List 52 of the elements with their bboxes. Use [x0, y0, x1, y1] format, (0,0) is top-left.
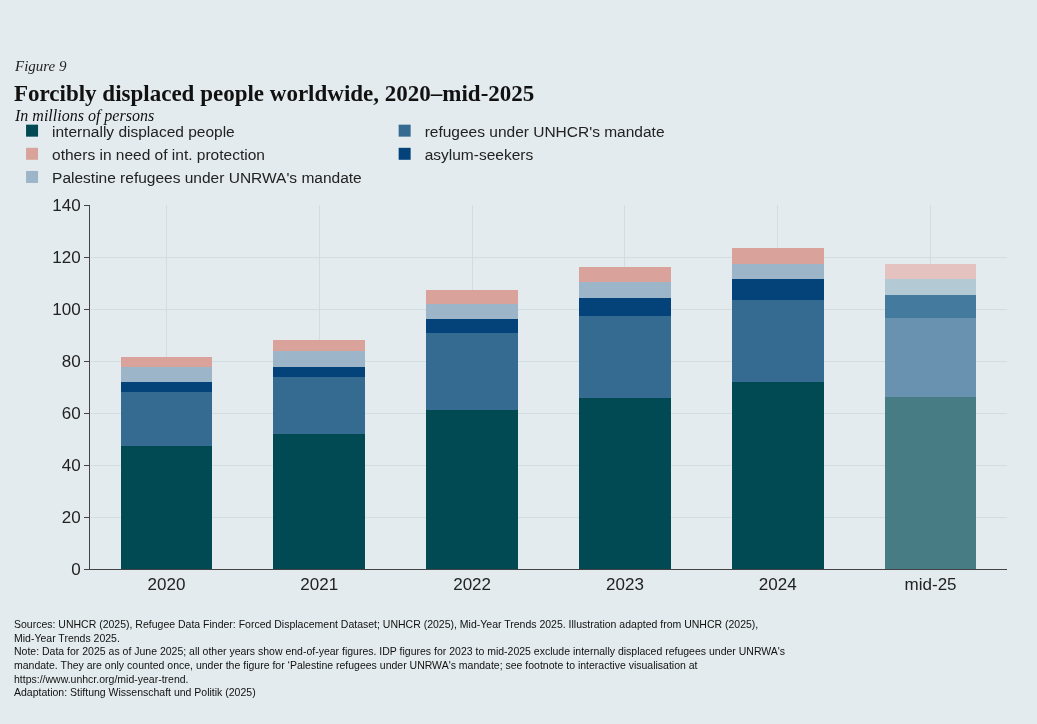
bar: [120, 357, 213, 367]
bar: [426, 332, 518, 410]
bar: [273, 339, 366, 351]
bar: [884, 279, 977, 296]
bar: [120, 391, 213, 447]
bar: [731, 248, 824, 265]
x-tick-label: mid-25: [904, 575, 957, 595]
bar: [884, 317, 977, 397]
bar: [884, 264, 977, 280]
bar: [273, 366, 366, 378]
bar: [579, 398, 671, 569]
y-tick-label: 100: [52, 299, 81, 319]
legend-label: Palestine refugees under UNRWA's mandate: [52, 169, 362, 186]
x-tick-label: 2021: [300, 575, 339, 595]
bar: [426, 409, 518, 569]
bar: [426, 304, 518, 320]
bar: [273, 350, 366, 367]
chart-subtitle: In millions of persons: [14, 107, 155, 125]
bar: [579, 297, 671, 317]
y-tick-label: 0: [71, 559, 81, 579]
bar: [426, 319, 518, 333]
bar: [884, 295, 977, 318]
bar: [731, 382, 824, 569]
bar: [884, 396, 977, 569]
bar: [579, 316, 671, 399]
y-tick-label: 140: [52, 195, 81, 215]
bar: [120, 381, 213, 392]
bar: [579, 267, 671, 283]
bar: [273, 377, 366, 435]
bar: [120, 446, 213, 569]
bar: [426, 290, 518, 305]
legend-label: asylum-seekers: [424, 145, 534, 163]
legend-label: refugees under UNHCR's mandate: [424, 122, 665, 140]
bar: [120, 366, 213, 382]
bar: [579, 282, 671, 298]
y-tick-label: 40: [61, 455, 81, 475]
bar: [273, 434, 366, 569]
y-tick-label: 80: [61, 351, 81, 371]
legend-label: others in need of int. protection: [52, 145, 265, 163]
y-tick-label: 20: [61, 507, 81, 527]
x-tick-label: 2024: [758, 575, 797, 595]
chart-title: Forcibly displaced people worldwide, 2020–mid-2025: [14, 81, 535, 106]
bar: [731, 264, 824, 280]
caption: Figure 9: [14, 58, 68, 74]
bar: [731, 279, 824, 301]
x-tick-label: 2020: [147, 575, 186, 595]
y-tick-label: 120: [52, 247, 81, 267]
source-note: Sources: UNHCR (2025), Refugee Data Finder: Forced Displacement Dataset; UNHCR (2025), Mid-Year Trends 2025. Illustration adapted from UNHCR (2025), Mid-Year Trends 2025. Note: Data for 2025 as of June 2025; all other years show end-of-year figures. IDP figures for 2023 to mid-2025 exclude internally displaced refugees under UNRWA's mandate. They are only counted once, under the figure for ‘Palestine refugees under UNRWA's mandate; see footnote to interactive visualisation at https://www.unhcr.org/mid-year-trend. Adaptation: Stiftung Wissenschaft und Politik (2025): [14, 618, 786, 699]
x-tick-label: 2022: [453, 575, 491, 595]
y-tick-label: 60: [61, 403, 81, 423]
x-tick-label: 2023: [606, 575, 644, 595]
bar: [731, 300, 824, 383]
